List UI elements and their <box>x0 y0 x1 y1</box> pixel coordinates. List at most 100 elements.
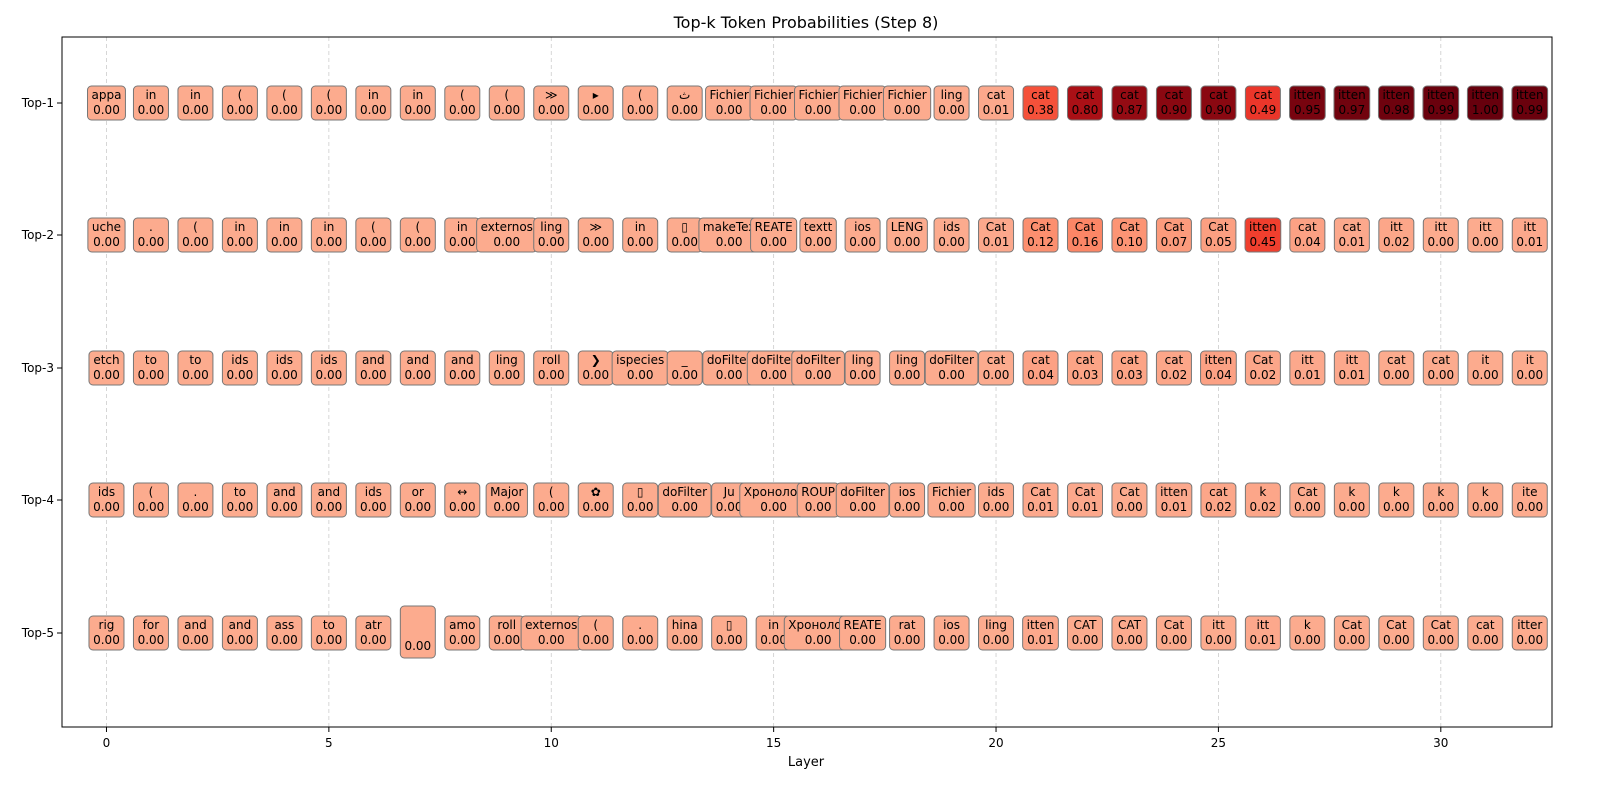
token-cell-box <box>444 615 481 651</box>
probability-label: 0.01 <box>1072 500 1099 514</box>
probability-label: 0.00 <box>93 500 120 514</box>
token-cell-box <box>1022 350 1059 386</box>
token-label: Хронолог <box>788 618 848 632</box>
token-cell-box <box>1333 85 1371 121</box>
token-cell-box <box>177 85 214 121</box>
token-label: ids <box>365 485 382 499</box>
probability-label: 0.00 <box>1072 633 1099 647</box>
token-label: Cat <box>1208 220 1229 234</box>
token-label: Cat <box>1431 618 1452 632</box>
token-cell-box <box>1244 350 1281 386</box>
token-cell-box <box>1155 217 1192 253</box>
token-label: itt <box>1301 353 1314 367</box>
token-cell-box <box>1022 615 1059 651</box>
probability-label: 0.00 <box>138 500 165 514</box>
token-label: ❯ <box>591 353 601 367</box>
token-label: itten <box>1249 220 1277 234</box>
probability-label: 0.02 <box>1161 368 1188 382</box>
token-cell: ≫0.00 <box>533 85 570 121</box>
token-cell: (0.00 <box>221 85 258 121</box>
token-label: Cat <box>1164 220 1185 234</box>
probability-label: 0.00 <box>849 633 876 647</box>
token-cell: k0.02 <box>1244 482 1281 518</box>
token-cell: k0.00 <box>1333 482 1370 518</box>
token-label: cat <box>1120 88 1139 102</box>
probability-label: 0.00 <box>316 103 343 117</box>
probability-label: 0.00 <box>404 235 431 249</box>
token-label: cat <box>1165 88 1184 102</box>
token-cell: ▯0.00 <box>666 217 703 253</box>
token-label: externos <box>481 220 533 234</box>
probability-label: 0.00 <box>538 633 565 647</box>
probability-label: 0.00 <box>93 103 120 117</box>
probability-label: 0.01 <box>1161 500 1188 514</box>
token-cell-box <box>666 350 703 386</box>
token-cell-box <box>132 615 169 651</box>
token-label: cat <box>1076 353 1095 367</box>
token-cell-box <box>933 85 970 121</box>
token-label: Cat <box>1030 485 1051 499</box>
token-cell-box <box>933 217 970 253</box>
token-cell: (0.00 <box>533 482 570 518</box>
y-axis: Top-1 Top-2 Top-3 Top-4 Top-5 <box>21 96 62 640</box>
token-label: to <box>145 353 157 367</box>
probability-label: 0.00 <box>138 235 165 249</box>
probability-label: 0.00 <box>227 500 254 514</box>
token-label: ispecies <box>616 353 664 367</box>
token-label: ( <box>593 618 598 632</box>
probability-label: 0.00 <box>404 368 431 382</box>
token-label: cat <box>1076 88 1095 102</box>
token-label: itt <box>1434 220 1447 234</box>
token-cell-box <box>622 482 659 518</box>
token-label: Fichier <box>887 88 926 102</box>
token-label: cat <box>1209 485 1228 499</box>
probability-label: 0.00 <box>1116 633 1143 647</box>
token-cell: in0.00 <box>444 217 481 253</box>
token-cell-box <box>399 482 436 518</box>
token-cell: in0.00 <box>221 217 258 253</box>
x-tick-label: 10 <box>544 736 559 750</box>
probability-label: 0.00 <box>360 103 387 117</box>
token-cell-box <box>577 85 614 121</box>
token-cell-box <box>355 482 392 518</box>
token-cell-box <box>444 85 481 121</box>
token-cell: (0.00 <box>622 85 659 121</box>
probability-label: 0.00 <box>182 103 209 117</box>
probability-label: 0.00 <box>671 368 698 382</box>
token-cell: to0.00 <box>310 615 347 651</box>
token-cell-box <box>221 482 258 518</box>
token-label: etch <box>93 353 119 367</box>
token-label: Cat <box>1119 485 1140 499</box>
token-label: in <box>768 618 779 632</box>
token-label: Cat <box>1075 485 1096 499</box>
token-label: REATE <box>844 618 882 632</box>
probability-label: 0.97 <box>1338 103 1365 117</box>
token-cell-box <box>221 615 258 651</box>
token-label: . <box>149 220 153 234</box>
probability-label: 0.00 <box>716 103 743 117</box>
probability-label: 0.00 <box>538 235 565 249</box>
probability-label: 0.00 <box>805 235 832 249</box>
token-label: ( <box>504 88 509 102</box>
token-label: Ju <box>723 485 735 499</box>
token-label: rig <box>99 618 115 632</box>
probability-label: 0.00 <box>271 633 298 647</box>
